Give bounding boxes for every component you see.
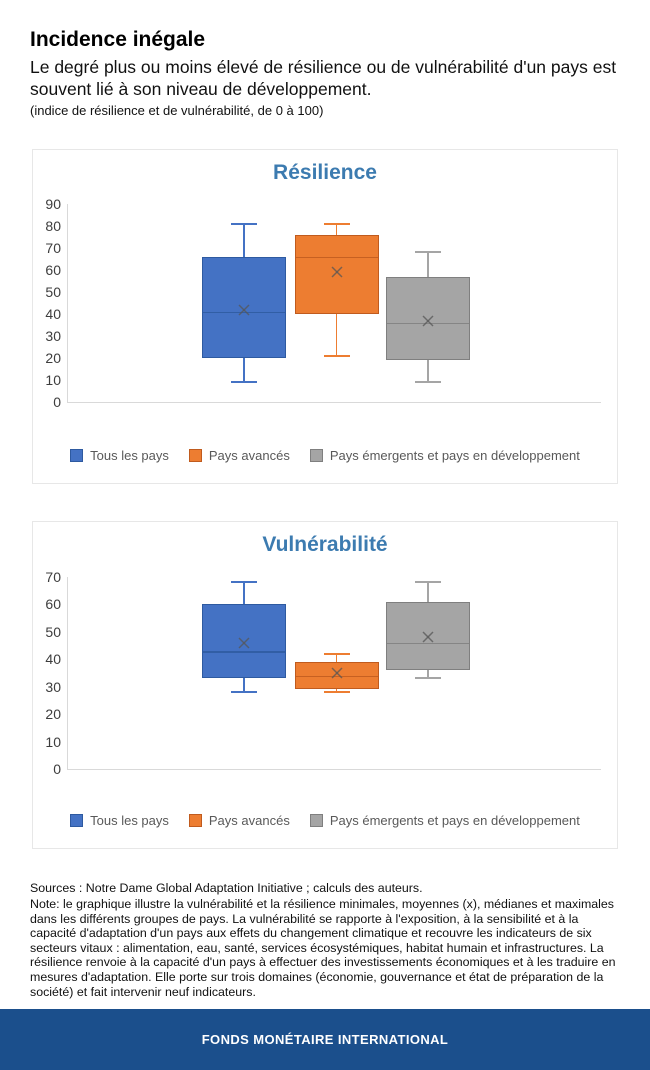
- upper-whisker: [335, 223, 338, 235]
- y-tick-label: 30: [45, 678, 61, 695]
- lower-whisker: [427, 360, 429, 383]
- resilience-chart-card: Résilience 0 10 20 30 40 50 60 70 80 90 Tous les …: [32, 149, 618, 484]
- max-whisker-cap: [323, 652, 350, 655]
- lower-whisker: [243, 358, 245, 383]
- y-tick-label: 30: [45, 328, 61, 344]
- mean-x-marker: [330, 666, 344, 680]
- y-tick-label: 0: [53, 761, 61, 777]
- y-tick-label: 10: [45, 733, 61, 750]
- resilience-plot-area: 0 10 20 30 40 50 60 70 80 90: [33, 150, 617, 483]
- iqr-box: [386, 601, 470, 671]
- max-whisker-cap: [415, 581, 441, 584]
- y-tick-label: 40: [45, 306, 61, 322]
- legend-label: Tous les pays: [90, 448, 169, 463]
- legend-label: Pays avancés: [208, 448, 290, 463]
- y-tick-label: 70: [45, 240, 61, 256]
- legend-item: Pays avancés: [188, 813, 290, 828]
- legend-item: Pays émergents et pays en développement: [309, 813, 580, 828]
- y-axis-line: [67, 577, 69, 769]
- upper-whisker: [427, 252, 429, 277]
- legend-swatch-icon: [309, 814, 323, 827]
- y-axis-line: [67, 204, 69, 402]
- legend-label: Pays avancés: [208, 813, 290, 828]
- legend-label: Pays émergents et pays en développement: [329, 813, 580, 828]
- iqr-box: [294, 662, 379, 690]
- legend-swatch-icon: [70, 814, 84, 827]
- median-line: [202, 651, 286, 653]
- min-whisker-cap: [415, 677, 441, 680]
- max-whisker-cap: [231, 581, 257, 584]
- footer-brand: FONDS MONÉTAIRE INTERNATIONAL: [201, 1032, 449, 1047]
- vulnerability-chart-card: Vulnérabilité 0 10 20 30 40 50 60 70 Tous les p…: [32, 521, 618, 849]
- mean-x-marker: [421, 630, 435, 644]
- y-tick-label: 60: [45, 596, 61, 613]
- x-axis-line: [67, 769, 601, 771]
- note-paragraph: Note: le graphique illustre la vulnérabi…: [30, 897, 616, 999]
- legend-swatch-icon: [188, 449, 202, 462]
- max-whisker-cap: [231, 222, 257, 225]
- vulnerability-plot-area: 0 10 20 30 40 50 60 70: [33, 522, 617, 848]
- median-line: [294, 256, 379, 259]
- upper-whisker: [335, 653, 338, 663]
- min-whisker-cap: [323, 691, 350, 693]
- sources-line: Sources : Notre Dame Global Adaptation I…: [30, 881, 423, 895]
- footer-bar: FONDS MONÉTAIRE INTERNATIONAL: [0, 1009, 650, 1070]
- y-tick-label: 40: [45, 651, 61, 668]
- mean-x-marker: [330, 265, 344, 279]
- y-tick-label: 0: [53, 394, 61, 410]
- mean-x-marker: [237, 636, 251, 650]
- upper-whisker: [427, 582, 429, 602]
- legend-swatch-icon: [70, 449, 84, 462]
- min-whisker-cap: [231, 691, 257, 693]
- median-line: [386, 642, 470, 645]
- lower-whisker: [243, 678, 245, 693]
- x-axis-line: [67, 402, 601, 404]
- y-tick-label: 80: [45, 218, 61, 234]
- legend-label: Tous les pays: [90, 813, 169, 828]
- unit-note: (indice de résilience et de vulnérabilit…: [30, 103, 324, 118]
- lower-whisker: [335, 314, 338, 356]
- y-tick-label: 90: [45, 196, 61, 212]
- legend-item: Tous les pays: [70, 813, 169, 828]
- legend-label: Pays émergents et pays en développement: [329, 448, 580, 463]
- max-whisker-cap: [415, 251, 441, 254]
- mean-x-marker: [237, 303, 251, 317]
- y-tick-label: 20: [45, 350, 61, 366]
- legend-swatch-icon: [188, 814, 202, 827]
- page-subtitle: Le degré plus ou moins élevé de résilien…: [30, 57, 617, 99]
- y-tick-label: 10: [45, 372, 61, 388]
- upper-whisker: [243, 223, 245, 257]
- vulnerability-legend: Tous les pays Pays avancés Pays émergents …: [33, 813, 617, 828]
- legend-item: Pays émergents et pays en développement: [309, 448, 580, 463]
- y-tick-label: 70: [45, 569, 61, 585]
- y-tick-label: 50: [45, 623, 61, 640]
- min-whisker-cap: [231, 381, 257, 383]
- median-line: [294, 675, 379, 678]
- median-line: [386, 322, 470, 325]
- resilience-legend: Tous les pays Pays avancés Pays émergents …: [33, 448, 617, 463]
- min-whisker-cap: [323, 354, 350, 357]
- lower-whisker: [335, 689, 338, 693]
- median-line: [202, 311, 286, 314]
- y-tick-label: 20: [45, 706, 61, 723]
- iqr-box: [386, 276, 470, 361]
- vulnerability-chart-title: Vulnérabilité: [262, 533, 388, 556]
- upper-whisker: [243, 582, 245, 605]
- page-title: Incidence inégale: [30, 28, 206, 51]
- y-tick-label: 50: [45, 284, 61, 300]
- iqr-box: [202, 256, 286, 358]
- lower-whisker: [427, 670, 429, 679]
- legend-item: Tous les pays: [70, 448, 169, 463]
- resilience-chart-title: Résilience: [273, 161, 377, 184]
- mean-x-marker: [421, 314, 435, 328]
- iqr-box: [202, 604, 286, 679]
- y-tick-label: 60: [45, 262, 61, 278]
- iqr-box: [294, 234, 379, 314]
- legend-swatch-icon: [309, 449, 323, 462]
- min-whisker-cap: [415, 381, 441, 383]
- legend-item: Pays avancés: [188, 448, 290, 463]
- max-whisker-cap: [323, 222, 350, 225]
